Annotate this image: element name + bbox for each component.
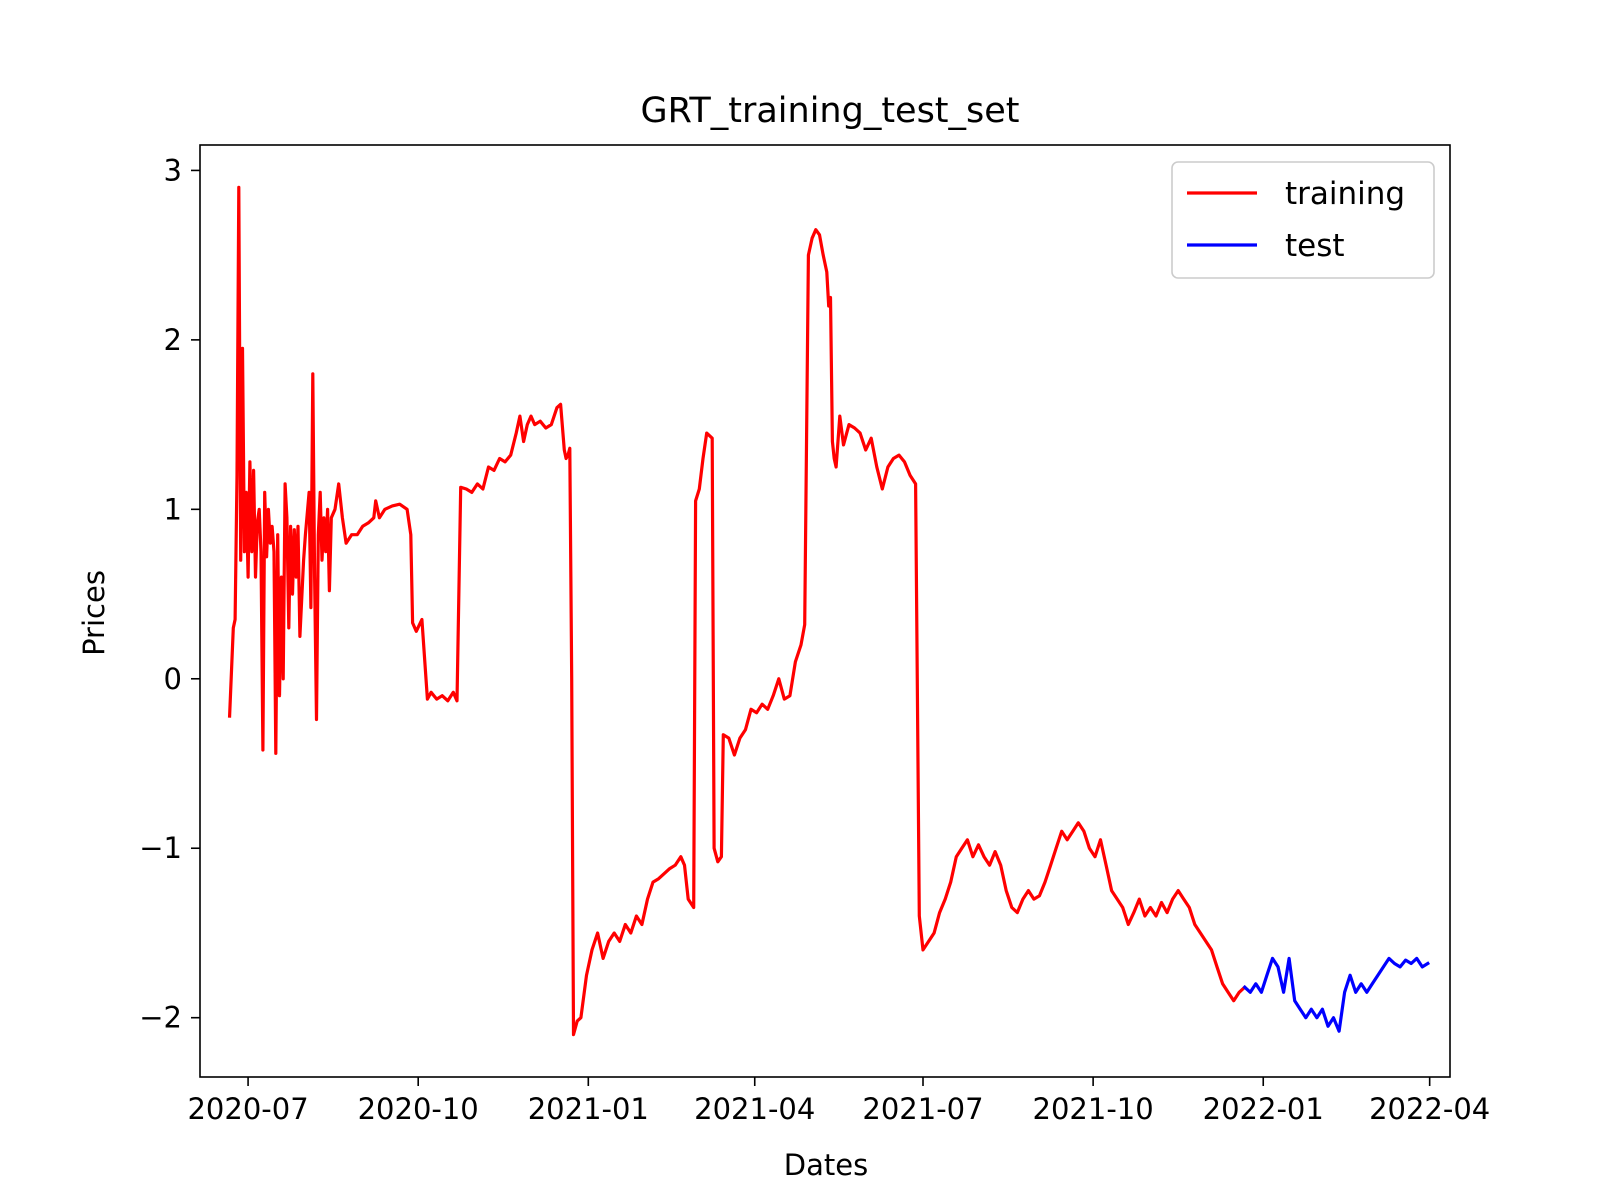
x-tick-label: 2021-01 <box>528 1092 649 1126</box>
plot-area-frame <box>199 144 1451 1078</box>
legend-label-training: training <box>1285 176 1405 212</box>
x-tick-label: 2021-10 <box>1033 1092 1154 1126</box>
x-tick-label: 2021-07 <box>862 1092 983 1126</box>
legend-box <box>1171 161 1435 279</box>
y-tick-label: 1 <box>164 492 182 526</box>
x-tick-label: 2022-01 <box>1203 1092 1324 1126</box>
y-tick-label: −1 <box>139 831 182 865</box>
y-axis-title: Prices <box>77 570 111 656</box>
legend-label-test: test <box>1285 228 1345 264</box>
y-tick-label: 3 <box>164 153 182 187</box>
series-line-test <box>1242 956 1431 1033</box>
x-axis: 2020-07 2020-10 2021-01 2021-04 2021-07 2021-… <box>187 1077 1490 1126</box>
y-axis: 3 2 1 0 −1 −2 <box>139 153 200 1035</box>
series-layer <box>227 185 1431 1037</box>
y-tick-label: −2 <box>139 1001 182 1035</box>
x-tick-label: 2022-04 <box>1369 1092 1490 1126</box>
x-axis-title: Dates <box>784 1148 868 1182</box>
series-line-training <box>227 185 1247 1037</box>
chart-title: GRT_training_test_set <box>640 91 1019 131</box>
y-tick-label: 0 <box>164 662 182 696</box>
y-tick-label: 2 <box>164 323 182 357</box>
legend: training test <box>1171 161 1435 279</box>
x-tick-label: 2020-10 <box>358 1092 479 1126</box>
x-tick-label: 2021-04 <box>694 1092 815 1126</box>
x-tick-label: 2020-07 <box>187 1092 308 1126</box>
